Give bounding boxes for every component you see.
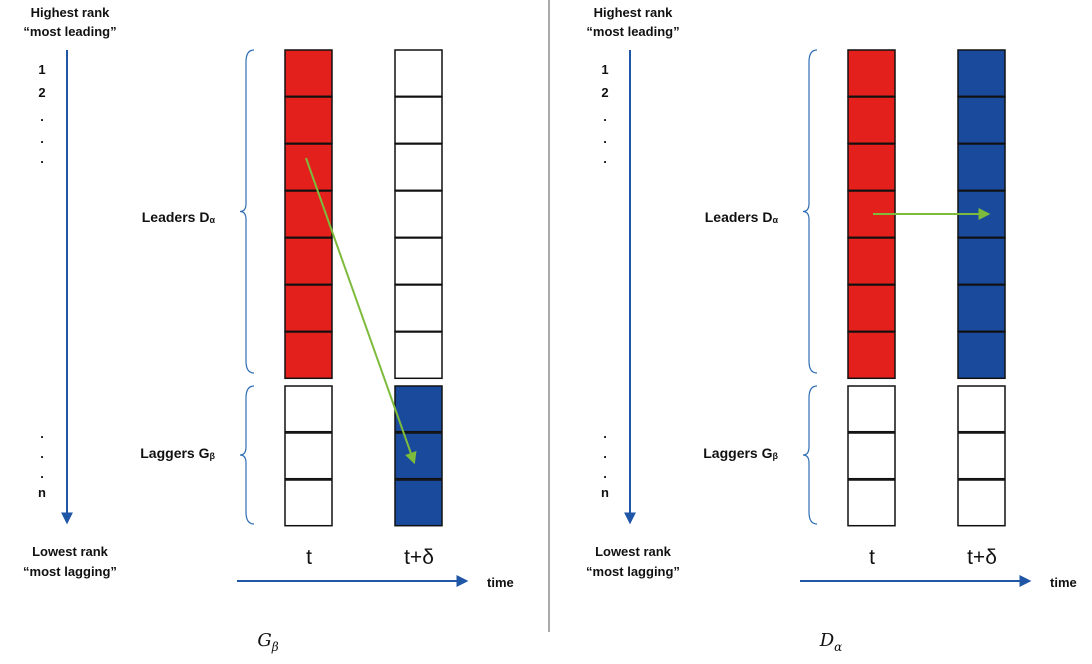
cell-t-delta bbox=[394, 331, 443, 380]
cell-t bbox=[847, 432, 896, 480]
panel-caption: Dα bbox=[819, 630, 843, 654]
cell-t bbox=[284, 237, 333, 286]
cell-t-delta bbox=[957, 49, 1006, 98]
rank-number: . bbox=[40, 131, 44, 146]
cell-t-delta bbox=[957, 479, 1006, 527]
time-label: time bbox=[487, 575, 514, 590]
rank-number: 1 bbox=[601, 62, 608, 77]
rank-number: 1 bbox=[38, 62, 45, 77]
rank-number: . bbox=[40, 151, 44, 166]
laggers-label: Laggers Gβ bbox=[140, 445, 215, 461]
leaders-brace bbox=[802, 49, 818, 374]
rank-number: . bbox=[40, 466, 44, 481]
panel-1: Highest rank “most leading” Lowest rank “mo… bbox=[23, 5, 514, 654]
cell-t-delta bbox=[957, 284, 1006, 333]
cell-t bbox=[847, 237, 896, 286]
cell-t-delta bbox=[394, 49, 443, 98]
cell-t-delta bbox=[394, 190, 443, 239]
rank-number: . bbox=[603, 151, 607, 166]
cell-t-delta bbox=[394, 284, 443, 333]
cell-t bbox=[847, 49, 896, 98]
cell-t bbox=[847, 385, 896, 433]
cell-t bbox=[847, 284, 896, 333]
time-label: time bbox=[1050, 575, 1077, 590]
cell-t-delta bbox=[957, 331, 1006, 380]
rank-number: . bbox=[40, 426, 44, 441]
cell-t-delta bbox=[394, 143, 443, 192]
rank-number: . bbox=[603, 446, 607, 461]
leaders-label: Leaders Dα bbox=[705, 209, 779, 225]
leaders-label: Leaders Dα bbox=[142, 209, 216, 225]
rank-number: . bbox=[603, 131, 607, 146]
panel-caption: Gβ bbox=[257, 630, 278, 654]
cell-t bbox=[284, 49, 333, 98]
cell-t bbox=[847, 96, 896, 145]
green-transition-arrow bbox=[305, 157, 417, 465]
rank-number: . bbox=[603, 109, 607, 124]
cell-t-delta bbox=[394, 237, 443, 286]
column-label-t: t bbox=[869, 546, 875, 569]
cell-t bbox=[284, 284, 333, 333]
cell-t bbox=[284, 331, 333, 380]
panel-2: Highest rank “most leading” Lowest rank “mo… bbox=[586, 5, 1077, 654]
laggers-label: Laggers Gβ bbox=[703, 445, 778, 461]
rank-number: . bbox=[603, 426, 607, 441]
rank-number: . bbox=[40, 109, 44, 124]
cell-t-delta bbox=[957, 143, 1006, 192]
cell-t-delta bbox=[394, 96, 443, 145]
rank-number: 2 bbox=[601, 85, 608, 100]
rank-bottom-line2: “most lagging” bbox=[586, 564, 680, 579]
rank-top-line2: “most leading” bbox=[586, 24, 679, 39]
rank-bottom-line1: Lowest rank bbox=[595, 544, 672, 559]
cell-t-delta bbox=[394, 479, 443, 527]
cell-t-delta bbox=[957, 237, 1006, 286]
rank-top-line1: Highest rank bbox=[31, 5, 111, 20]
cell-t-delta bbox=[957, 432, 1006, 480]
cell-t bbox=[284, 432, 333, 480]
cell-t-delta bbox=[957, 385, 1006, 433]
cell-t bbox=[284, 385, 333, 433]
rank-number: . bbox=[603, 466, 607, 481]
cell-t bbox=[284, 96, 333, 145]
rank-bottom-line2: “most lagging” bbox=[23, 564, 117, 579]
column-label-t-delta: t+δ bbox=[404, 546, 434, 569]
rank-number: n bbox=[38, 485, 46, 500]
cell-t bbox=[847, 331, 896, 380]
cell-t-delta bbox=[957, 96, 1006, 145]
laggers-brace bbox=[239, 385, 255, 525]
cell-t bbox=[847, 143, 896, 192]
rank-number: n bbox=[601, 485, 609, 500]
cell-t-delta bbox=[394, 385, 443, 433]
rank-number: 2 bbox=[38, 85, 45, 100]
rank-top-line2: “most leading” bbox=[23, 24, 116, 39]
cell-t bbox=[847, 479, 896, 527]
rank-number: . bbox=[40, 446, 44, 461]
rank-top-line1: Highest rank bbox=[594, 5, 674, 20]
rank-bottom-line1: Lowest rank bbox=[32, 544, 109, 559]
column-label-t: t bbox=[306, 546, 312, 569]
cell-t-delta bbox=[394, 432, 443, 480]
cell-t bbox=[284, 190, 333, 239]
column-label-t-delta: t+δ bbox=[967, 546, 997, 569]
laggers-brace bbox=[802, 385, 818, 525]
cell-t bbox=[284, 479, 333, 527]
leaders-brace bbox=[239, 49, 255, 374]
